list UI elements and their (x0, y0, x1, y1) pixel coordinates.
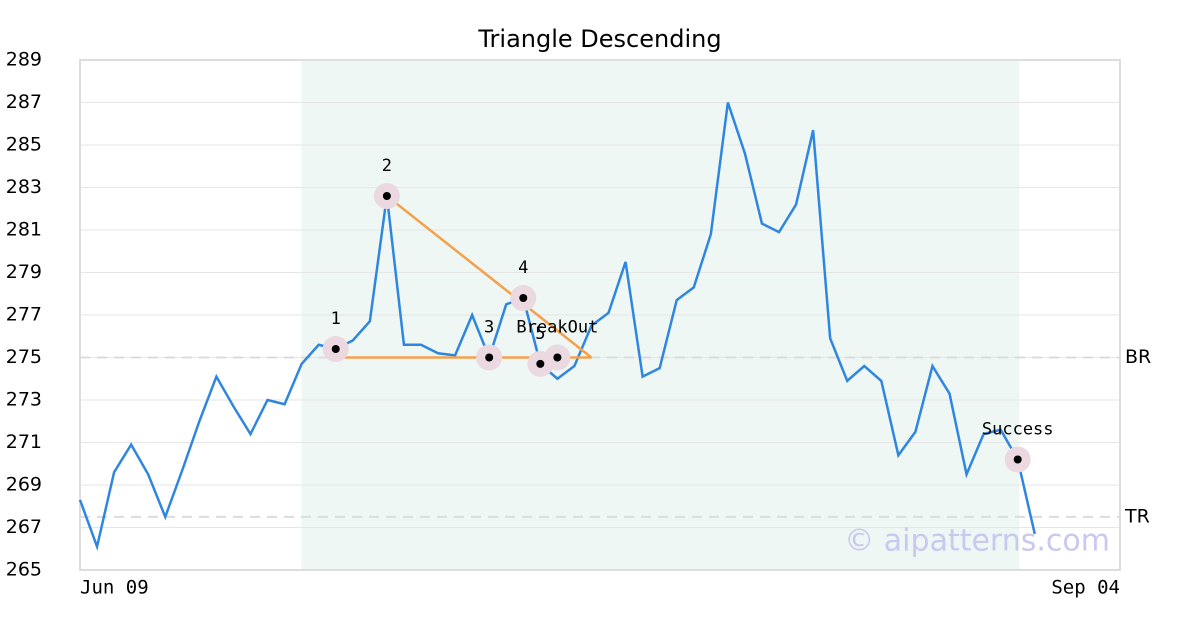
pattern-label: 3 (484, 318, 494, 338)
level-label: BR (1125, 346, 1151, 368)
y-tick-label: 269 (6, 474, 42, 496)
y-tick-label: 281 (6, 219, 42, 241)
y-tick-label: 289 (6, 49, 42, 71)
price-line (78, 102, 1036, 552)
plot-frame (79, 59, 1121, 571)
x-tick-label: Sep 04 (1051, 577, 1120, 599)
y-tick-label: 283 (6, 176, 42, 198)
pattern-point (1013, 455, 1022, 464)
pattern-point (519, 294, 528, 302)
y-tick-label: 285 (6, 134, 42, 156)
pattern-point (382, 192, 391, 200)
y-tick-label: 287 (6, 91, 42, 113)
pattern-label: 5 (535, 324, 545, 344)
pattern-point (485, 353, 494, 362)
y-tick-label: 265 (6, 559, 42, 581)
x-tick-label: Jun 09 (80, 577, 149, 599)
pattern-label: 4 (518, 258, 528, 278)
pattern-label: 2 (382, 156, 392, 176)
level-label: TR (1124, 505, 1150, 527)
pattern-label: 1 (331, 309, 341, 329)
pattern-line (386, 195, 593, 359)
y-tick-label: 277 (6, 304, 42, 326)
pattern-label: BreakOut (516, 318, 598, 338)
pattern-point (553, 353, 562, 362)
pattern-point (331, 345, 340, 353)
chart-title: Triangle Descending (477, 25, 721, 53)
y-tick-label: 275 (6, 346, 42, 368)
pattern-label: Success (982, 420, 1054, 440)
pattern-point (536, 359, 545, 368)
y-tick-label: 273 (6, 389, 42, 411)
y-tick-label: 267 (6, 516, 42, 538)
y-tick-label: 279 (6, 261, 42, 283)
watermark: © aipatterns.com (844, 524, 1110, 559)
y-tick-label: 271 (6, 431, 42, 453)
